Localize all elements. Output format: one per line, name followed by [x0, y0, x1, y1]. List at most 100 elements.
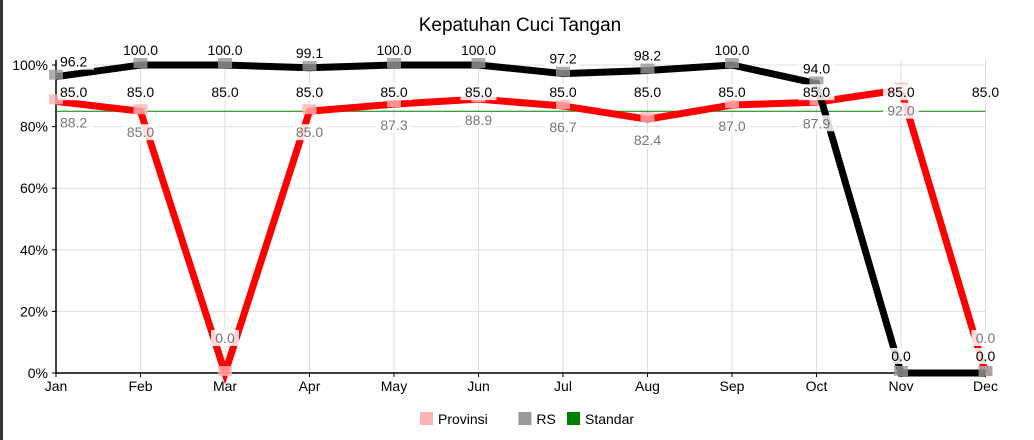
series-line-provinsi: [55, 85, 989, 385]
data-label-rs: 100.0: [714, 42, 749, 58]
data-label-rs: 0.0: [891, 348, 911, 364]
data-label-rs: 99.1: [296, 45, 323, 61]
data-label-bg: [714, 84, 750, 101]
series-line-rs: [55, 61, 986, 377]
x-tick-label: Nov: [889, 378, 914, 394]
point-marker: [809, 95, 824, 106]
data-label-bg: [629, 84, 666, 101]
legend-item-standar[interactable]: Standar: [567, 411, 634, 427]
legend-item-provinsi[interactable]: Provinsi: [420, 411, 488, 427]
data-label-bg: [58, 53, 94, 70]
x-tick-label: Jun: [467, 378, 490, 394]
data-label-bg: [291, 124, 328, 141]
data-label-bg: [118, 42, 163, 58]
legend: Provinsi RS Standar: [420, 411, 634, 427]
y-tick-label: 80%: [20, 119, 48, 135]
legend-swatch: [420, 412, 433, 425]
x-tick-label: Sep: [720, 378, 745, 394]
data-label-provinsi: 85.0: [127, 124, 154, 140]
data-label-provinsi: 88.2: [60, 114, 87, 130]
data-label-bg: [207, 84, 243, 101]
point-marker: [640, 63, 655, 74]
legend-label: Standar: [585, 411, 634, 427]
data-label-standar: 85.0: [296, 84, 323, 100]
x-tick-label: Oct: [806, 378, 828, 394]
x-tick-label: Feb: [128, 378, 152, 394]
data-label-standar: 85.0: [803, 84, 830, 100]
data-label-provinsi: 88.9: [465, 112, 492, 128]
legend-item-rs[interactable]: RS: [518, 411, 556, 427]
x-tick-label: Dec: [973, 378, 998, 394]
x-tick-label: May: [381, 378, 407, 394]
data-label-bg: [376, 84, 412, 101]
data-label-bg: [291, 44, 328, 61]
point-marker: [133, 104, 148, 115]
data-label-standar: 85.0: [718, 84, 745, 100]
data-label-bg: [58, 84, 94, 101]
point-marker: [49, 69, 63, 80]
point-marker: [302, 60, 317, 71]
data-label-bg: [798, 115, 835, 132]
data-label-bg: [714, 118, 750, 135]
legend-swatch: [518, 412, 532, 425]
y-tick-label: 0%: [28, 365, 48, 381]
y-tick-label: 100%: [12, 57, 48, 73]
x-tick-label: Aug: [635, 378, 660, 394]
series-lines: [49, 58, 993, 385]
data-label-provinsi: 82.4: [634, 132, 661, 148]
point-marker: [978, 366, 993, 376]
data-label-provinsi: 0.0: [976, 330, 996, 346]
data-label-provinsi: 87.0: [718, 118, 745, 134]
data-label-bg: [460, 112, 497, 129]
data-label-bg: [629, 47, 666, 64]
x-tick-label: Jul: [554, 378, 572, 394]
data-label-bg: [798, 60, 835, 77]
axes: 0% 20% 40% 60% 80% 100% Jan Feb Mar Apr May Jun Jul A…: [12, 57, 998, 394]
data-label-bg: [545, 118, 581, 135]
data-label-bg: [887, 348, 915, 364]
point-marker: [894, 366, 908, 376]
chart-title: Kepatuhan Cuci Tangan: [419, 15, 621, 36]
data-label-bg: [372, 42, 416, 58]
data-label-standar: 85.0: [887, 84, 914, 100]
data-label-standar: 85.0: [211, 84, 238, 100]
data-label-bg: [967, 84, 1004, 101]
data-label-standar: 85.0: [972, 84, 999, 100]
data-label-bg: [545, 50, 581, 67]
data-label-bg: [460, 84, 497, 101]
data-label-rs: 97.2: [549, 51, 576, 67]
data-label-provinsi: 92.0: [887, 103, 914, 119]
point-marker: [49, 94, 63, 105]
data-label-rs: 0.0: [976, 348, 996, 364]
data-label-bg: [291, 84, 328, 101]
point-marker: [640, 112, 655, 123]
point-marker: [725, 98, 739, 109]
data-labels: 88.2 85.0 0.0 85.0 87.3 88.9 86.7 82.4 87.0 87.9 9…: [58, 42, 1004, 364]
data-label-rs: 98.2: [634, 48, 661, 64]
data-label-bg: [971, 348, 1000, 364]
point-marker: [302, 104, 317, 115]
data-label-bg: [798, 84, 835, 101]
data-label-standar: 85.0: [549, 84, 576, 100]
point-marker: [218, 366, 232, 376]
data-label-rs: 100.0: [461, 42, 496, 58]
data-label-bg: [545, 84, 581, 101]
data-label-standar: 85.0: [634, 84, 661, 100]
data-label-bg: [971, 330, 1000, 346]
point-marker: [387, 58, 401, 68]
x-tick-label: Apr: [299, 378, 321, 394]
data-label-provinsi: 85.0: [296, 124, 323, 140]
data-label-standar: 85.0: [127, 84, 154, 100]
point-marker: [725, 58, 739, 68]
data-label-standar: 85.0: [465, 84, 492, 100]
data-label-bg: [122, 84, 159, 101]
data-label-rs: 100.0: [123, 42, 158, 58]
data-label-rs: 100.0: [376, 42, 411, 58]
data-label-bg: [122, 124, 159, 141]
data-label-rs: 100.0: [207, 42, 242, 58]
legend-swatch: [567, 412, 580, 425]
y-tick-label: 60%: [20, 180, 48, 196]
grid: [55, 60, 986, 374]
point-marker: [556, 98, 570, 109]
point-marker: [387, 97, 401, 108]
